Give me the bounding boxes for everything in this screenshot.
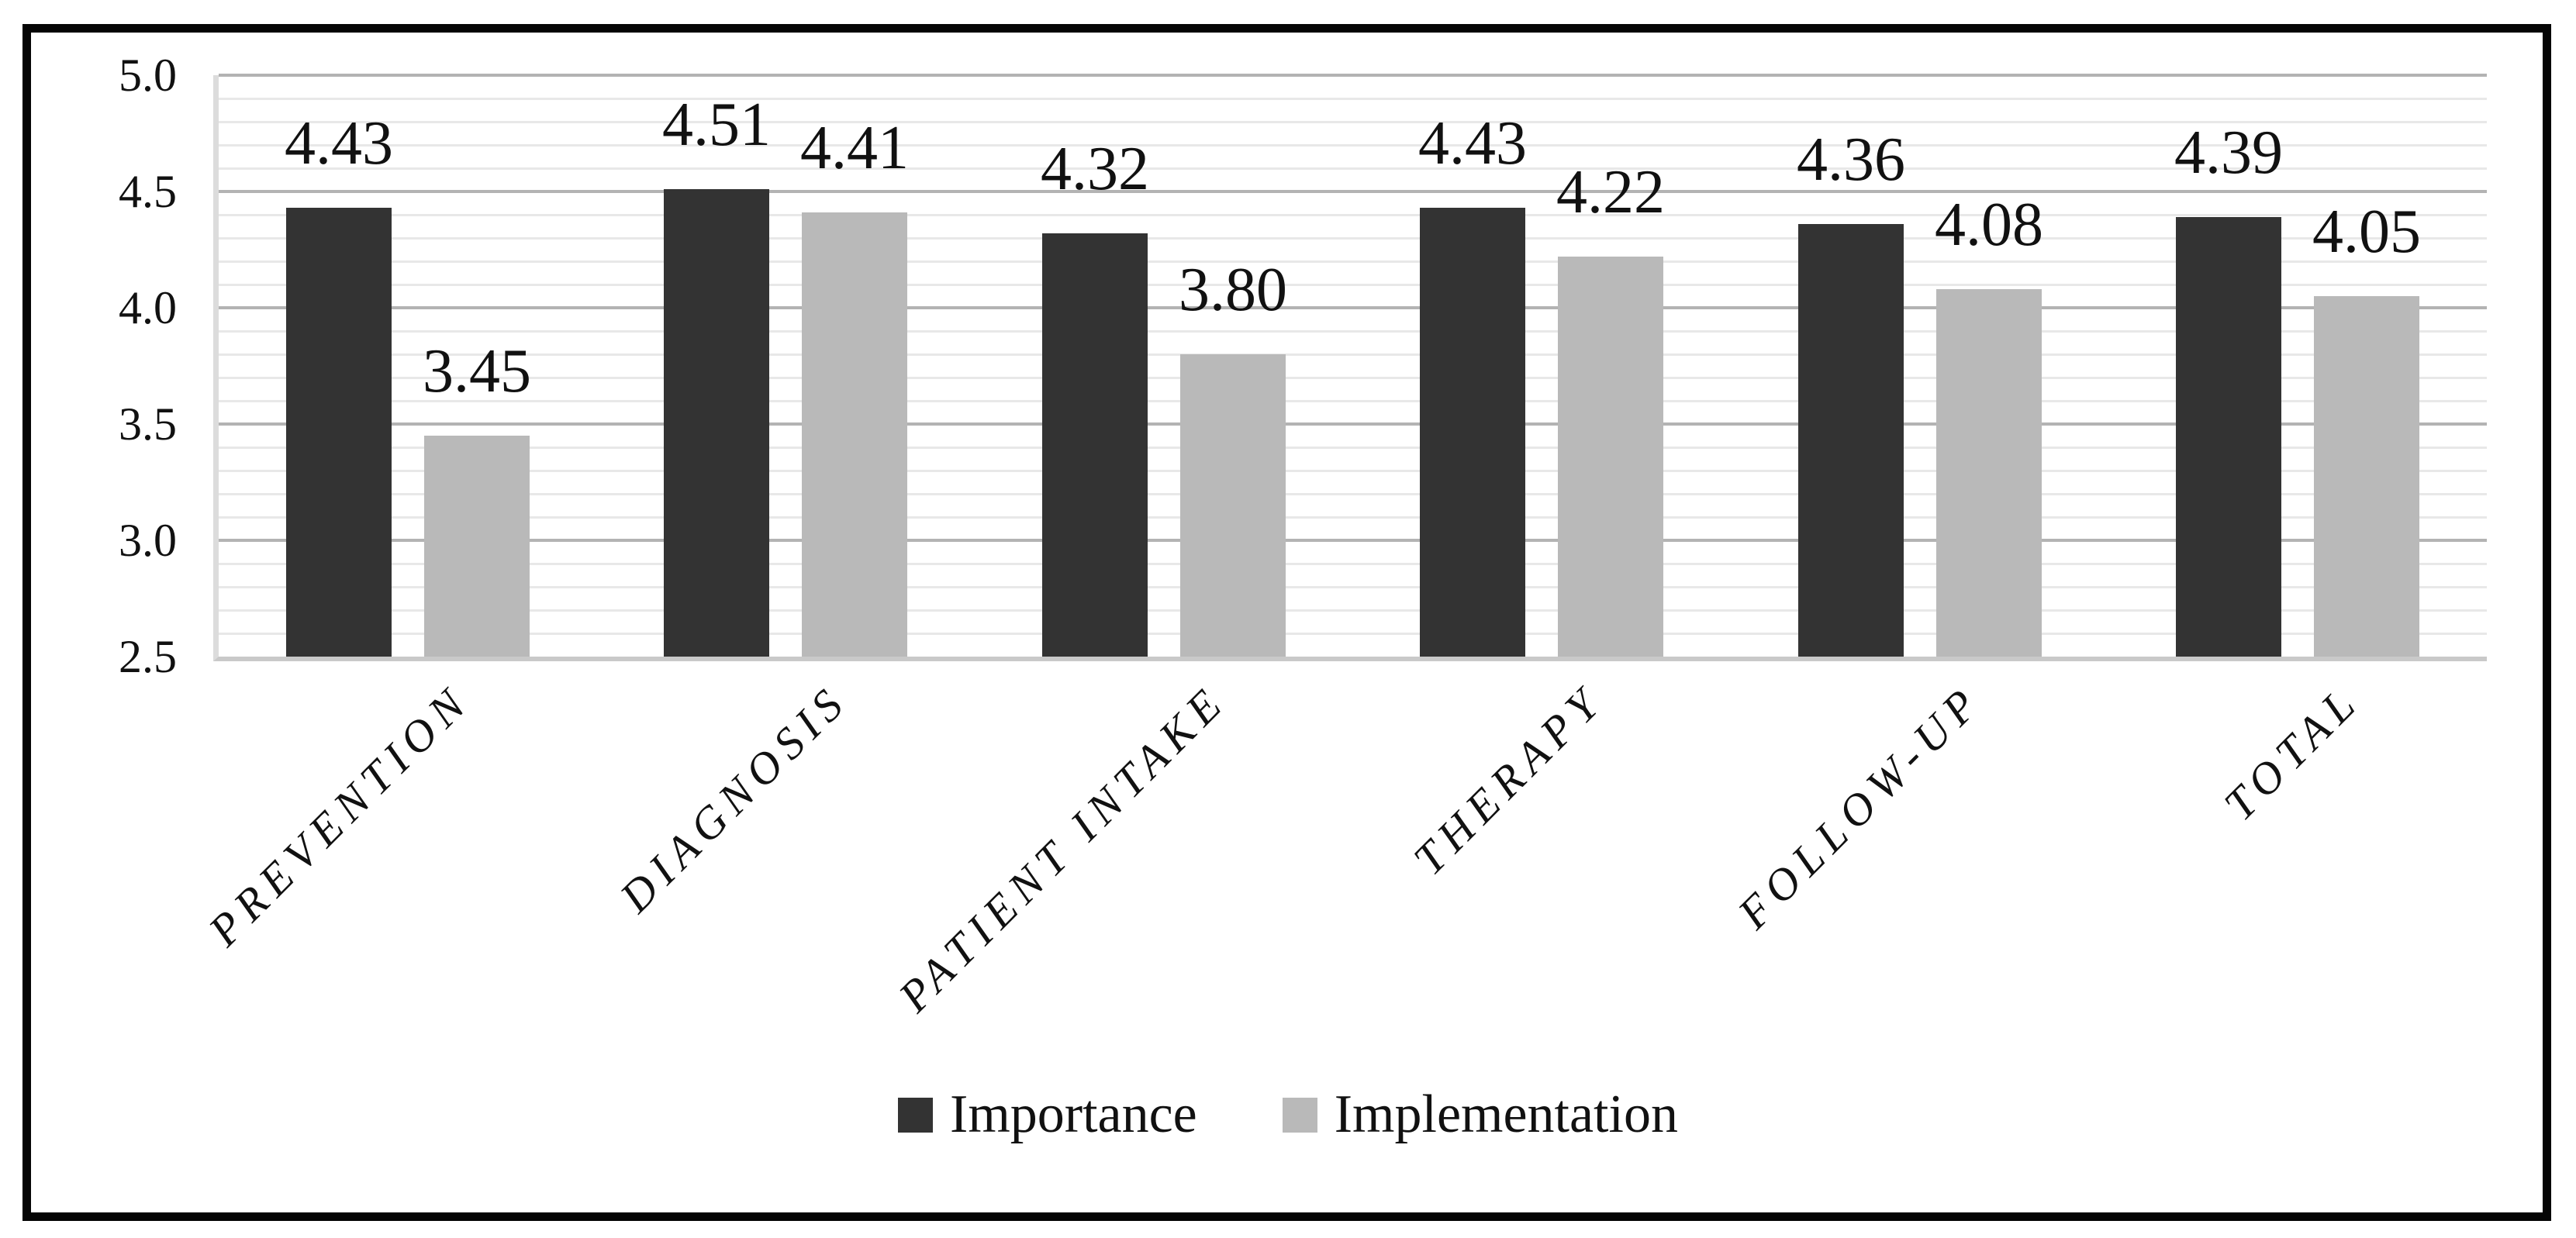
minor-gridline bbox=[219, 470, 2487, 472]
bar-implementation bbox=[1180, 354, 1286, 657]
legend-label: Implementation bbox=[1334, 1085, 1678, 1144]
bar-importance bbox=[664, 189, 769, 657]
y-axis-tick-label: 4.0 bbox=[119, 282, 177, 333]
bar-implementation bbox=[424, 436, 530, 657]
legend-item: Implementation bbox=[1282, 1081, 1678, 1148]
minor-gridline bbox=[219, 633, 2487, 635]
data-label: 4.39 bbox=[2174, 119, 2283, 187]
major-gridline bbox=[219, 422, 2487, 426]
bar-implementation bbox=[802, 212, 907, 657]
minor-gridline bbox=[219, 353, 2487, 356]
minor-gridline bbox=[219, 121, 2487, 123]
data-label: 4.05 bbox=[2312, 198, 2421, 266]
minor-gridline bbox=[219, 516, 2487, 519]
data-label: 4.43 bbox=[1418, 109, 1527, 178]
major-gridline bbox=[219, 74, 2487, 77]
bar-importance bbox=[2176, 217, 2281, 657]
data-label: 4.36 bbox=[1797, 126, 1905, 194]
bar-importance bbox=[286, 208, 392, 657]
minor-gridline bbox=[219, 260, 2487, 263]
data-label: 4.51 bbox=[662, 91, 771, 159]
y-axis-tick-label: 5.0 bbox=[119, 50, 177, 101]
legend-swatch-importance bbox=[898, 1097, 934, 1133]
minor-gridline bbox=[219, 214, 2487, 216]
data-label: 4.32 bbox=[1041, 135, 1149, 203]
bar-importance bbox=[1420, 208, 1525, 657]
minor-gridline bbox=[219, 563, 2487, 565]
y-axis-tick-label: 3.5 bbox=[119, 398, 177, 450]
data-label: 4.08 bbox=[1935, 191, 2043, 259]
minor-gridline bbox=[219, 377, 2487, 379]
plot-area bbox=[213, 74, 2487, 661]
bar-importance bbox=[1798, 224, 1904, 657]
minor-gridline bbox=[219, 330, 2487, 333]
bar-implementation bbox=[1936, 289, 2042, 657]
legend-label: Importance bbox=[950, 1085, 1197, 1144]
y-axis-tick-label: 2.5 bbox=[119, 631, 177, 682]
data-label: 3.80 bbox=[1179, 256, 1287, 324]
data-label: 3.45 bbox=[423, 337, 531, 405]
y-axis-tick-label: 4.5 bbox=[119, 166, 177, 217]
minor-gridline bbox=[219, 167, 2487, 170]
minor-gridline bbox=[219, 493, 2487, 495]
legend-swatch-implementation bbox=[1282, 1097, 1317, 1133]
minor-gridline bbox=[219, 144, 2487, 147]
minor-gridline bbox=[219, 609, 2487, 612]
minor-gridline bbox=[219, 237, 2487, 240]
minor-gridline bbox=[219, 284, 2487, 286]
major-gridline bbox=[219, 306, 2487, 309]
bar-importance bbox=[1042, 233, 1148, 657]
major-gridline bbox=[219, 539, 2487, 542]
minor-gridline bbox=[219, 98, 2487, 100]
data-label: 4.43 bbox=[285, 109, 393, 178]
minor-gridline bbox=[219, 447, 2487, 449]
bar-implementation bbox=[1558, 257, 1663, 657]
legend: Importance Implementation bbox=[0, 1081, 2576, 1148]
major-gridline bbox=[219, 190, 2487, 193]
legend-item: Importance bbox=[898, 1081, 1197, 1148]
minor-gridline bbox=[219, 586, 2487, 588]
bar-implementation bbox=[2314, 296, 2419, 657]
data-label: 4.22 bbox=[1556, 158, 1665, 226]
minor-gridline bbox=[219, 400, 2487, 402]
y-axis-tick-label: 3.0 bbox=[119, 515, 177, 566]
data-label: 4.41 bbox=[800, 114, 909, 182]
